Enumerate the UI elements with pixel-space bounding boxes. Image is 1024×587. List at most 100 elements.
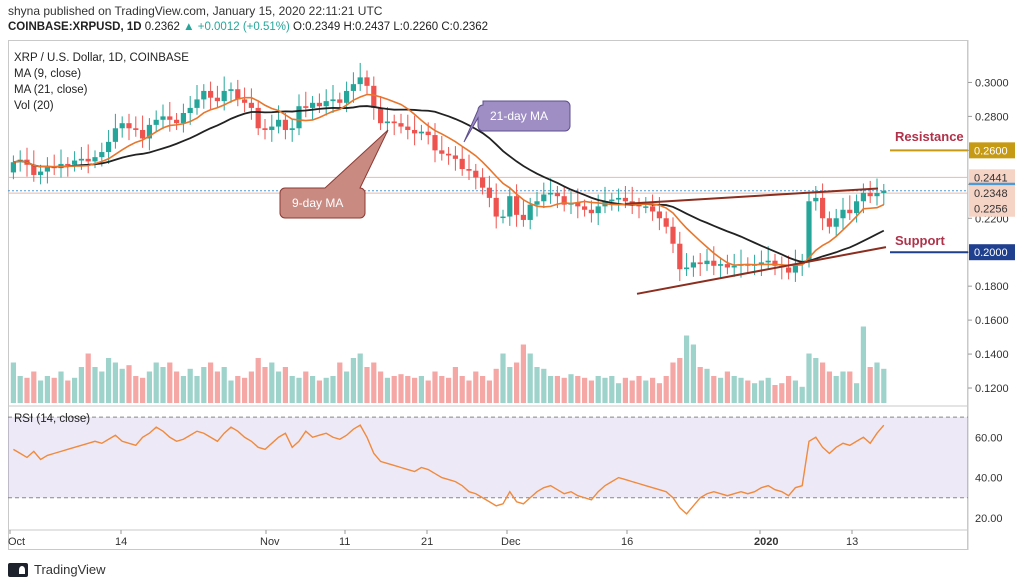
volume-bar — [133, 376, 139, 403]
volume-bar — [690, 344, 696, 403]
volume-bar — [72, 377, 78, 403]
volume-bar — [153, 362, 159, 403]
candle-body — [112, 128, 118, 142]
volume-bar — [575, 376, 581, 403]
volume-bar — [486, 380, 492, 403]
candle-body — [350, 84, 356, 91]
volume-bar — [337, 362, 343, 403]
volume-bar — [316, 380, 322, 403]
volume-bar — [792, 380, 798, 403]
price-label: 0.2000 — [974, 247, 1008, 259]
candle-body — [65, 163, 71, 166]
candle-body — [704, 260, 710, 265]
candle-body — [248, 102, 254, 108]
candle-body — [833, 218, 839, 227]
volume-bar — [262, 367, 268, 403]
price-label: 0.2348 — [974, 188, 1008, 200]
price-tick-label: 0.1200 — [975, 383, 1009, 395]
volume-bar — [296, 377, 302, 403]
candle-body — [486, 187, 492, 198]
candle-body — [146, 124, 152, 139]
price-label-box — [969, 200, 1015, 217]
candle-body — [656, 211, 662, 219]
candle-body — [677, 243, 683, 270]
candle-body — [541, 194, 547, 202]
volume-bar — [85, 353, 91, 403]
volume-bar — [146, 371, 152, 403]
price-tick-label: 0.1400 — [975, 349, 1009, 361]
volume-bar — [643, 380, 649, 403]
volume-bar — [731, 376, 737, 403]
volume-bar — [554, 376, 560, 403]
ma9-callout — [279, 129, 389, 219]
volume-bar — [194, 376, 200, 403]
volume-bar — [276, 371, 282, 403]
candle-body — [269, 126, 275, 130]
candle-body — [235, 89, 241, 100]
volume-bar — [92, 367, 98, 403]
volume-bar — [242, 377, 248, 403]
volume-bar — [840, 371, 846, 403]
candle-body — [289, 128, 295, 130]
tradingview-logo[interactable]: TradingView — [8, 562, 106, 577]
volume-bar — [711, 376, 717, 403]
candle-body — [840, 209, 846, 219]
volume-bar — [364, 367, 370, 403]
candle-body — [731, 265, 737, 268]
volume-bar — [323, 377, 329, 403]
volume-bar — [405, 376, 411, 403]
candle-body — [153, 119, 159, 125]
volume-bar — [160, 367, 166, 403]
candle-body — [85, 158, 91, 162]
volume-bar — [140, 377, 146, 403]
candle-body — [31, 164, 37, 175]
volume-bar — [235, 376, 241, 403]
candle-body — [167, 116, 173, 120]
volume-bar — [10, 362, 16, 403]
candle-body — [425, 131, 431, 136]
legend-title: XRP / U.S. Dollar, 1D, COINBASE — [14, 52, 189, 64]
ma21-line — [13, 105, 885, 264]
volume-bar — [534, 367, 540, 403]
candle-body — [378, 107, 384, 124]
volume-bar — [500, 353, 506, 403]
candle-body — [500, 216, 506, 219]
volume-bar — [344, 371, 350, 403]
legend-ma21: MA (21, close) — [14, 84, 88, 96]
candle-body — [262, 128, 268, 130]
candle-body — [520, 214, 526, 220]
volume-bar — [174, 371, 180, 403]
volume-bar — [425, 380, 431, 403]
candle-body — [38, 171, 44, 175]
volume-bar — [466, 380, 472, 403]
rsi-legend: RSI (14, close) — [14, 413, 90, 425]
volume-bar — [58, 371, 64, 403]
volume-bar — [350, 358, 356, 403]
volume-bar — [446, 377, 452, 403]
candle-body — [493, 197, 499, 217]
symbol-label: COINBASE:XRPUSD, 1D — [8, 21, 142, 33]
volume-bar — [119, 368, 125, 403]
candle-body — [78, 158, 84, 161]
x-tick-label: 2020 — [754, 536, 778, 548]
x-tick-label: 21 — [421, 536, 433, 548]
candle-body — [854, 201, 860, 214]
x-tick-label: 14 — [115, 536, 127, 548]
candle-body — [813, 197, 819, 202]
candle-body — [405, 126, 411, 130]
volume-bar — [248, 371, 254, 403]
volume-bar — [548, 376, 554, 403]
volume-bar — [704, 368, 710, 403]
candle-body — [622, 197, 628, 202]
candle-body — [174, 119, 180, 124]
candle-body — [92, 157, 98, 162]
volume-bar — [874, 362, 880, 403]
volume-bar — [697, 367, 703, 403]
volume-bar — [371, 362, 377, 403]
candle-body — [758, 262, 764, 265]
volume-bar — [663, 376, 669, 403]
volume-bar — [473, 371, 479, 403]
publisher-line: shyna published on TradingView.com, Janu… — [8, 4, 382, 18]
candle-body — [221, 90, 227, 102]
